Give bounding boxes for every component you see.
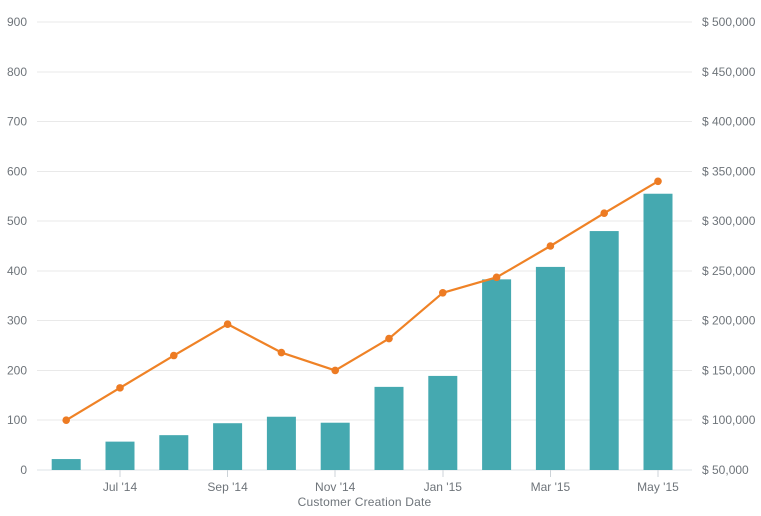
line-marker[interactable] <box>277 348 286 357</box>
bar[interactable] <box>589 231 619 470</box>
y-axis-label-right: $ 450,000 <box>702 65 756 79</box>
bar[interactable] <box>643 193 673 470</box>
x-axis-label: May '15 <box>637 480 679 494</box>
y-axis-label-right: $ 350,000 <box>702 164 756 178</box>
bar[interactable] <box>482 279 512 470</box>
x-axis-label: Nov '14 <box>315 480 356 494</box>
y-axis-label-left: 0 <box>20 463 27 477</box>
bar[interactable] <box>374 386 404 470</box>
line-marker[interactable] <box>385 334 393 343</box>
line-marker[interactable] <box>546 242 555 250</box>
y-axis-label-left: 300 <box>7 314 27 328</box>
x-axis-label: Jul '14 <box>103 480 138 494</box>
line-marker[interactable] <box>654 177 662 186</box>
x-axis-label: Sep '14 <box>207 480 248 494</box>
line-marker[interactable] <box>170 351 178 360</box>
y-axis-label-right: $ 500,000 <box>702 15 756 29</box>
bar[interactable] <box>266 416 296 470</box>
bar[interactable] <box>51 459 81 470</box>
y-axis-label-left: 200 <box>7 363 27 377</box>
y-axis-label-left: 400 <box>7 264 27 278</box>
line-marker[interactable] <box>492 273 501 282</box>
y-axis-label-right: $ 150,000 <box>702 363 756 377</box>
line-marker[interactable] <box>223 320 232 328</box>
line-marker[interactable] <box>439 288 447 297</box>
bar[interactable] <box>320 422 350 470</box>
x-axis-label: Mar '15 <box>531 480 571 494</box>
line-marker[interactable] <box>116 384 124 392</box>
x-axis-label: Jan '15 <box>424 480 463 494</box>
y-axis-label-left: 700 <box>7 115 27 129</box>
bar[interactable] <box>535 266 565 470</box>
line-marker[interactable] <box>600 209 608 217</box>
bar[interactable] <box>428 375 458 470</box>
y-axis-label-right: $ 300,000 <box>702 214 756 228</box>
y-axis-label-left: 500 <box>7 214 27 228</box>
bar[interactable] <box>105 441 135 470</box>
y-axis-label-right: $ 50,000 <box>702 463 749 477</box>
y-axis-label-right: $ 200,000 <box>702 314 756 328</box>
line-marker[interactable] <box>62 416 70 425</box>
y-axis-label-left: 100 <box>7 413 27 427</box>
y-axis-label-left: 600 <box>7 164 27 178</box>
y-axis-label-right: $ 400,000 <box>702 115 756 129</box>
bar[interactable] <box>159 435 189 470</box>
line-marker[interactable] <box>331 366 340 375</box>
y-axis-label-left: 800 <box>7 65 27 79</box>
x-axis-title: Customer Creation Date <box>297 495 432 509</box>
trend-line <box>65 180 660 422</box>
y-axis-label-right: $ 100,000 <box>702 413 756 427</box>
y-axis-label-left: 900 <box>7 15 27 29</box>
y-axis-label-right: $ 250,000 <box>702 264 756 278</box>
bar[interactable] <box>213 423 243 470</box>
